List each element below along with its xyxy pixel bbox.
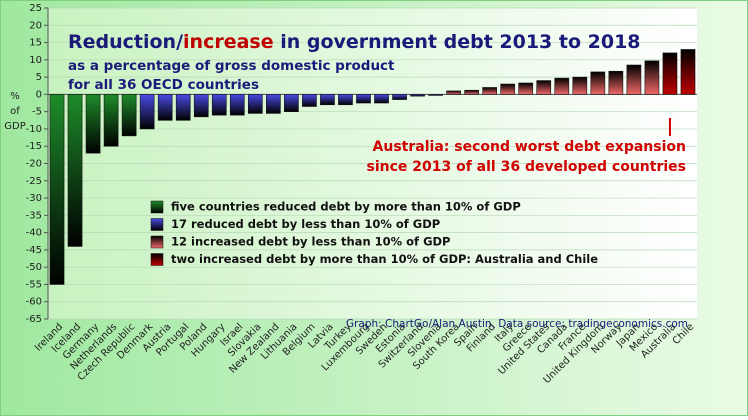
bar (284, 94, 299, 112)
title-part: in government debt 2013 to 2018 (274, 31, 641, 53)
subtitle: as a percentage of gross domestic produc… (68, 58, 395, 74)
y-tick-label: -10 (26, 124, 42, 135)
y-tick-label: -45 (26, 245, 42, 256)
bar (266, 94, 281, 114)
legend-swatch (150, 235, 164, 249)
bar (139, 94, 155, 130)
bar (49, 94, 65, 285)
y-tick-label: 5 (36, 72, 42, 83)
y-tick-label: 0 (36, 89, 42, 100)
bar (229, 94, 245, 116)
y-tick-label: -55 (26, 279, 42, 290)
bar (644, 60, 660, 95)
chart-title: Reduction/increase in government debt 20… (68, 31, 641, 53)
y-axis-label: % of GDP (4, 91, 25, 132)
bar (121, 94, 137, 137)
source: Graph: ChartGo/Alan Austin. Data source:… (346, 318, 688, 330)
bar (482, 87, 498, 95)
bar (680, 49, 696, 95)
bar (662, 52, 678, 95)
legend-label: two increased debt by more than 10% of G… (171, 252, 598, 266)
annotation: since 2013 of all 36 developed countries (366, 159, 686, 175)
bar (247, 94, 263, 114)
y-tick-label: 10 (29, 55, 42, 66)
y-tick-label: -50 (26, 262, 42, 273)
y-tick-label: -30 (26, 193, 42, 204)
legend-swatch (150, 200, 164, 214)
y-label-line: of (10, 106, 20, 117)
legend-label: five countries reduced debt by more than… (171, 200, 521, 214)
bar (211, 94, 227, 116)
legend-swatch (150, 218, 164, 231)
bar (626, 64, 642, 95)
bar (554, 77, 570, 95)
y-label-line: GDP (4, 121, 25, 132)
bar (302, 94, 317, 107)
title-part: Reduction/ (68, 31, 183, 53)
bar (85, 94, 101, 154)
y-tick-label: -5 (32, 107, 42, 118)
bar (356, 94, 371, 104)
bar (500, 83, 516, 95)
bar (572, 76, 588, 95)
y-tick-label: -15 (26, 141, 42, 152)
bar (446, 90, 461, 95)
bar (590, 71, 606, 95)
y-label-line: % (10, 91, 20, 102)
annotation: Australia: second worst debt expansion (373, 139, 686, 155)
bar (175, 94, 191, 121)
y-tick-label: 25 (29, 3, 42, 14)
bar (608, 70, 624, 95)
title-part: increase (183, 31, 274, 53)
bar (338, 94, 353, 106)
y-tick-label: -40 (26, 228, 42, 239)
legend-swatch (150, 253, 164, 266)
bar (374, 94, 389, 104)
bar (103, 94, 119, 147)
bar (518, 82, 534, 95)
bar (67, 94, 83, 247)
y-tick-label: 20 (29, 20, 42, 31)
bar (320, 94, 335, 106)
y-tick-label: -65 (26, 314, 42, 325)
bar (428, 94, 443, 96)
y-tick-label: 15 (29, 38, 42, 49)
bar (464, 89, 479, 95)
y-tick-label: -60 (26, 297, 42, 308)
y-tick-label: -20 (26, 159, 42, 170)
bar (157, 94, 173, 121)
y-tick-label: -25 (26, 176, 42, 187)
legend-label: 12 increased debt by less than 10% of GD… (171, 235, 450, 249)
bar (392, 94, 407, 100)
bar (193, 94, 209, 118)
legend-label: 17 reduced debt by less than 10% of GDP (171, 217, 440, 231)
y-tick-label: -35 (26, 210, 42, 221)
bar (536, 80, 552, 95)
bar (410, 94, 425, 97)
subtitle: for all 36 OECD countries (68, 77, 259, 93)
